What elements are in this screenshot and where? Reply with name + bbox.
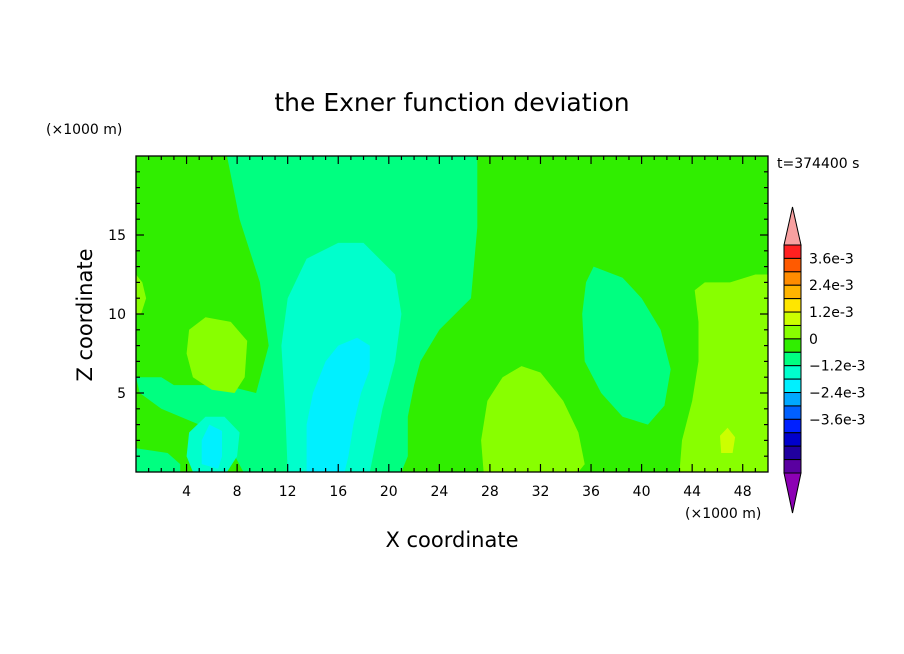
x-axis: 4 8 12 16 20 24 28 32 36 40 44 48: [148, 156, 756, 500]
x-tick-label: 24: [430, 484, 448, 500]
y-axis-label: Z coordinate: [73, 248, 97, 381]
colorbar-box: [783, 257, 802, 273]
colorbar-box: [783, 432, 802, 447]
colorbar-box: [783, 405, 802, 420]
colorbar-label: 2.4e-3: [809, 278, 854, 294]
y-axis: 5 10 15: [108, 171, 768, 457]
colorbar-label: −1.2e-3: [809, 359, 866, 375]
contour-region-right-yellow-spot: [720, 427, 736, 453]
x-tick-label: 28: [481, 484, 499, 500]
contour-region-left-edge-low: [136, 448, 181, 472]
colorbar-box: [783, 418, 802, 434]
colorbar-box: [783, 459, 802, 474]
colorbar-label: 1.2e-3: [809, 305, 854, 321]
x-tick-label: 20: [380, 484, 398, 500]
x-tick-label: 16: [329, 484, 347, 500]
colorbar-label: 0: [809, 332, 818, 348]
contour-field: [136, 156, 768, 472]
colorbar-box: [783, 271, 802, 286]
colorbar-box: [783, 365, 802, 380]
colorbar-box: [783, 338, 802, 353]
colorbar-box: [783, 351, 802, 367]
colorbar-box: [783, 284, 802, 300]
colorbar-box: [783, 311, 802, 326]
contour-region-right-negative-blob: [582, 266, 671, 425]
y-unit-label: (×1000 m): [46, 122, 122, 138]
colorbar-over-triangle: [783, 206, 802, 246]
y-tick-label: 5: [117, 386, 126, 402]
x-tick-label: 36: [582, 484, 600, 500]
x-tick-label: 12: [279, 484, 297, 500]
colorbar-label: −3.6e-3: [809, 412, 866, 428]
x-axis-label: X coordinate: [385, 528, 518, 552]
colorbar-box: [783, 244, 802, 259]
x-tick-label: 44: [683, 484, 701, 500]
colorbar-box: [783, 392, 802, 407]
colorbar-box: [783, 298, 802, 313]
x-tick-label: 48: [734, 484, 752, 500]
colorbar-box: [783, 445, 802, 461]
colorbar-box: [783, 324, 802, 340]
colorbar-under-triangle: [783, 472, 802, 514]
contour-region-left-positive-blob: [186, 317, 248, 393]
x-tick-label: 40: [633, 484, 651, 500]
x-tick-label: 32: [532, 484, 550, 500]
y-tick-label: 10: [108, 307, 126, 323]
plot-area: [136, 156, 768, 472]
colorbar-label: −2.4e-3: [809, 386, 866, 402]
colorbar-box: [783, 378, 802, 394]
contour-region-center-bottom-positive: [481, 366, 585, 472]
x-tick-label: 8: [233, 484, 242, 500]
x-unit-label: (×1000 m): [685, 506, 761, 522]
chart-title: the Exner function deviation: [274, 88, 629, 117]
contour-region-left-lower-core: [201, 424, 222, 469]
y-tick-label: 15: [108, 228, 126, 244]
contour-region-right-positive-area: [679, 274, 768, 472]
x-tick-label: 4: [182, 484, 191, 500]
contour-region-negative-plume-core: [306, 337, 370, 472]
time-label: t=374400 s: [777, 156, 859, 172]
contour-region-left-edge-positive: [136, 274, 147, 314]
colorbar-label: 3.6e-3: [809, 251, 854, 267]
colorbar: 3.6e-3 2.4e-3 1.2e-3 0 −1.2e-3 −2.4e-3 −3.6e-3: [783, 206, 866, 514]
